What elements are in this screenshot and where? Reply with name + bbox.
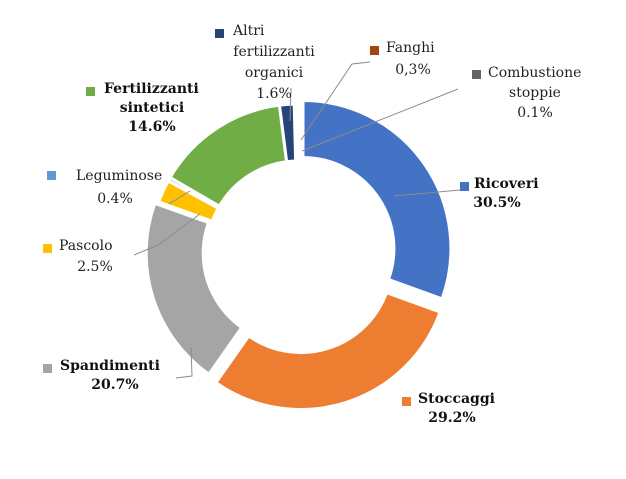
labels-layer: Ricoveri 30.5% Stoccaggi 29.2% Spandimenti 20… xyxy=(43,23,581,426)
legend-marker-altri-fertilizzanti-organici xyxy=(215,29,224,38)
legend-marker-fanghi xyxy=(370,46,379,55)
leader-line-combustione-stoppie xyxy=(301,88,459,152)
leader-line-pascolo xyxy=(133,213,201,256)
slices-layer xyxy=(146,101,451,410)
slice-label-combustione-stoppie-line-1: Combustione xyxy=(488,65,581,81)
leader-line-leguminose xyxy=(168,190,191,205)
slice-label-altri-fertilizzanti-organici-line-1: Altri xyxy=(232,23,265,39)
donut-slice-pascolo xyxy=(159,181,218,221)
slice-label-fanghi: Fanghi xyxy=(386,40,435,56)
slice-value-ricoveri: 30.5% xyxy=(473,195,520,211)
slice-value-spandimenti: 20.7% xyxy=(91,377,138,393)
slice-label-stoccaggi: Stoccaggi xyxy=(418,391,495,407)
legend-marker-stoccaggi xyxy=(402,397,411,406)
leader-line-altri-fertilizzanti-organici xyxy=(289,87,292,122)
slice-value-pascolo: 2.5% xyxy=(77,259,113,275)
slice-value-altri-fertilizzanti-organici: 1.6% xyxy=(256,86,292,102)
slice-value-combustione-stoppie: 0.1% xyxy=(517,105,553,121)
legend-marker-combustione-stoppie xyxy=(472,70,481,79)
slice-label-pascolo: Pascolo xyxy=(59,238,113,254)
slice-value-fanghi: 0,3% xyxy=(395,62,431,78)
legend-marker-ricoveri xyxy=(460,182,469,191)
donut-slice-spandimenti xyxy=(146,203,242,374)
donut-slice-fanghi xyxy=(294,104,298,161)
donut-slice-stoccaggi xyxy=(216,293,440,410)
slice-label-altri-fertilizzanti-organici-line-2: fertilizzanti xyxy=(233,44,315,60)
slice-value-fertilizzanti-sintetici: 14.6% xyxy=(128,119,175,135)
donut-slice-leguminose xyxy=(168,178,219,208)
donut-slice-ricoveri xyxy=(303,101,451,299)
leader-line-ricoveri xyxy=(393,189,461,197)
donut-slice-altri-fertilizzanti-organici xyxy=(280,104,296,162)
leader-line-fanghi xyxy=(300,61,371,141)
legend-marker-leguminose xyxy=(47,171,56,180)
slice-value-stoccaggi: 29.2% xyxy=(428,410,475,426)
legend-marker-pascolo xyxy=(43,244,52,253)
slice-label-fertilizzanti-sintetici-line-1: Fertilizzanti xyxy=(104,81,199,97)
slice-label-combustione-stoppie-line-2: stoppie xyxy=(509,85,561,101)
legend-marker-spandimenti xyxy=(43,364,52,373)
leader-lines-layer xyxy=(133,61,461,379)
slice-label-fertilizzanti-sintetici-line-2: sintetici xyxy=(120,100,184,116)
slice-label-altri-fertilizzanti-organici-line-3: organici xyxy=(245,65,304,81)
slice-label-leguminose: Leguminose xyxy=(76,168,162,184)
legend-marker-fertilizzanti-sintetici xyxy=(86,87,95,96)
slice-value-leguminose: 0.4% xyxy=(97,191,133,207)
leader-line-spandimenti xyxy=(175,346,193,379)
donut-slice-combustione-stoppie xyxy=(296,104,299,161)
donut-slice-fertilizzanti-sintetici xyxy=(170,105,286,206)
slice-label-spandimenti: Spandimenti xyxy=(60,358,160,374)
slice-label-ricoveri: Ricoveri xyxy=(474,176,539,192)
